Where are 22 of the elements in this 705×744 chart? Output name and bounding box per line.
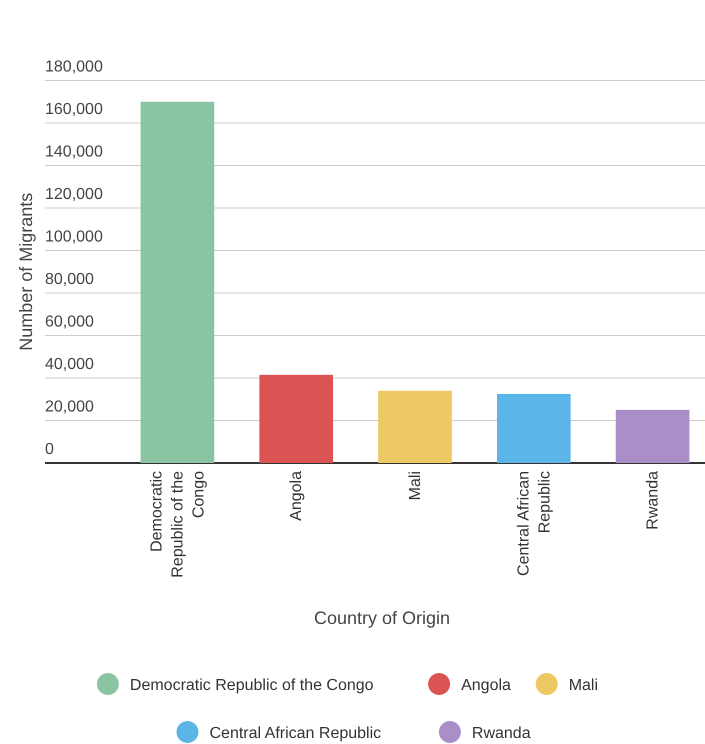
y-tick-label: 140,000 xyxy=(45,144,103,160)
y-tick-label: 120,000 xyxy=(45,186,103,203)
y-tick-label: 60,000 xyxy=(45,314,94,330)
y-tick-label: 20,000 xyxy=(45,398,94,416)
legend-label: Mali xyxy=(568,677,598,694)
y-tick-label: 40,000 xyxy=(45,356,94,373)
y-tick-label: 160,000 xyxy=(45,101,103,118)
x-tick-label: Democratic Republic of the Congo xyxy=(148,470,208,578)
legend-label: Central African Republic xyxy=(210,725,382,742)
y-axis-title: Number of Migrants xyxy=(16,192,36,351)
x-tick-label: Central African Republic xyxy=(515,471,554,576)
x-tick-label: Mali xyxy=(407,471,424,500)
legend-label: Angola xyxy=(461,677,512,694)
y-tick-label: 80,000 xyxy=(45,271,94,288)
x-axis-title: Country of Origin xyxy=(314,608,450,628)
y-tick-label: 100,000 xyxy=(45,228,103,246)
x-tick-label: Rwanda xyxy=(644,470,662,530)
x-tick-label: Angola xyxy=(288,470,306,521)
y-tick-label: 0 xyxy=(45,441,54,458)
legend-label: Rwanda xyxy=(472,725,531,742)
legend-label: Democratic Republic of the Congo xyxy=(130,677,374,694)
y-tick-label: 180,000 xyxy=(45,58,103,76)
